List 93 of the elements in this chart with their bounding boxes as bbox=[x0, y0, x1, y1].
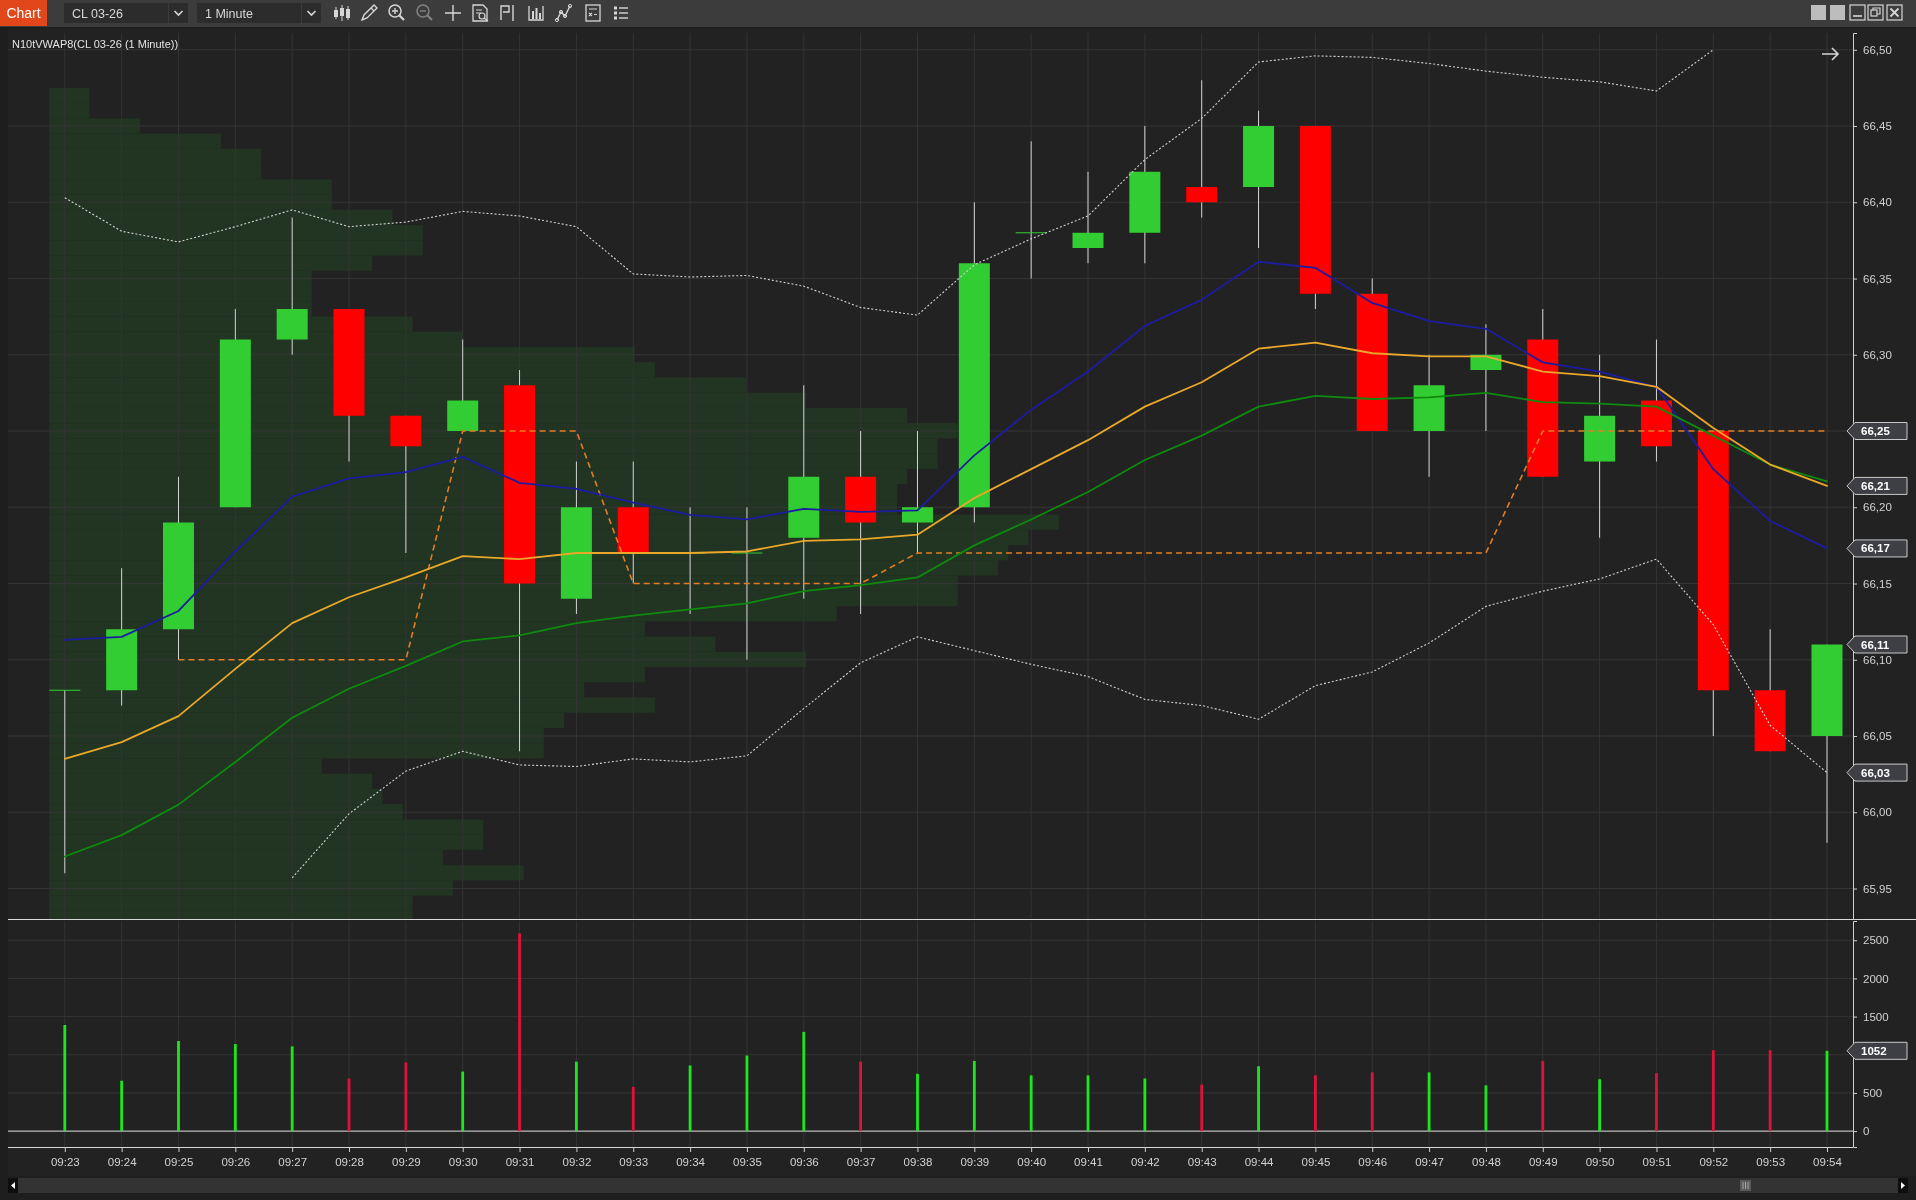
bar bbox=[63, 1024, 67, 1132]
candlestick bbox=[901, 430, 933, 554]
candlestick bbox=[49, 689, 81, 874]
bar bbox=[575, 1061, 578, 1132]
x-tick-label: 09:26 bbox=[221, 1156, 251, 1169]
y-tick-label: 66,00 bbox=[1863, 806, 1892, 819]
x-tick-label: 09:41 bbox=[1074, 1156, 1103, 1169]
bar bbox=[404, 1062, 408, 1132]
y-tick-label: 66,10 bbox=[1863, 653, 1892, 666]
line-series bbox=[63, 341, 1828, 760]
bar bbox=[859, 1061, 863, 1132]
y-tick-label: 2000 bbox=[1863, 972, 1889, 985]
x-tick-label: 09:47 bbox=[1415, 1156, 1444, 1169]
y-tick-label: 66,15 bbox=[1863, 577, 1892, 590]
x-tick-label: 09:46 bbox=[1358, 1156, 1388, 1169]
annotation: 1052 bbox=[1861, 1044, 1887, 1057]
line-series bbox=[291, 558, 1828, 879]
y-tick-label: 66,50 bbox=[1863, 43, 1892, 56]
bar bbox=[972, 1060, 976, 1132]
bar bbox=[461, 1071, 465, 1132]
x-tick-label: 09:34 bbox=[676, 1156, 706, 1169]
bar bbox=[1313, 1075, 1317, 1132]
y-tick-label: 66,30 bbox=[1863, 348, 1892, 361]
bar bbox=[1541, 1060, 1545, 1132]
candlestick bbox=[1186, 79, 1218, 219]
line-series bbox=[63, 391, 1828, 858]
y-tick-label: 65,95 bbox=[1863, 882, 1892, 895]
bar bbox=[177, 1041, 180, 1132]
y-tick-label: 66,05 bbox=[1863, 730, 1892, 743]
y-tick-label: 1500 bbox=[1863, 1010, 1889, 1023]
y-tick-label: 2500 bbox=[1863, 934, 1889, 947]
x-tick-label: 09:35 bbox=[733, 1156, 762, 1169]
x-tick-label: 09:45 bbox=[1301, 1156, 1331, 1169]
x-tick-label: 09:49 bbox=[1528, 1156, 1558, 1169]
line-series bbox=[64, 49, 1714, 316]
x-tick-label: 09:40 bbox=[1017, 1156, 1047, 1169]
bar bbox=[1029, 1075, 1033, 1132]
x-tick-label: 09:29 bbox=[391, 1156, 421, 1169]
y-tick-label: 66,40 bbox=[1863, 196, 1892, 209]
text: N10tVWAP8(CL 03-26 (1 Minute)) bbox=[12, 38, 179, 50]
x-tick-label: 09:42 bbox=[1130, 1156, 1160, 1169]
x-tick-label: 09:25 bbox=[164, 1156, 194, 1169]
x-tick-label: 09:53 bbox=[1756, 1156, 1786, 1169]
candlestick bbox=[1015, 140, 1047, 280]
x-tick-label: 09:23 bbox=[50, 1156, 80, 1169]
x-tick-label: 09:43 bbox=[1187, 1156, 1217, 1169]
y-tick-label: 66,20 bbox=[1863, 501, 1892, 514]
bar bbox=[802, 1031, 806, 1132]
line-series bbox=[63, 260, 1828, 641]
bar bbox=[290, 1046, 294, 1132]
bar bbox=[631, 1086, 635, 1132]
y-tick-label: 66,45 bbox=[1863, 120, 1892, 133]
annotation: 66,17 bbox=[1861, 542, 1890, 555]
x-tick-label: 09:32 bbox=[562, 1156, 592, 1169]
annotation: 66,03 bbox=[1861, 766, 1890, 779]
x-tick-label: 09:44 bbox=[1244, 1156, 1275, 1169]
annotation: 66,11 bbox=[1861, 638, 1890, 651]
x-tick-label: 09:27 bbox=[278, 1156, 308, 1169]
bar bbox=[1370, 1072, 1374, 1132]
x-tick-label: 09:52 bbox=[1699, 1156, 1729, 1169]
bar bbox=[518, 933, 521, 1132]
bar bbox=[1143, 1078, 1147, 1132]
x-tick-label: 09:36 bbox=[789, 1156, 819, 1169]
x-tick-label: 09:48 bbox=[1472, 1156, 1501, 1169]
bar bbox=[233, 1044, 237, 1132]
bar bbox=[1200, 1084, 1204, 1132]
x-tick-label: 09:39 bbox=[960, 1156, 990, 1169]
bar bbox=[1768, 1050, 1772, 1132]
x-tick-label: 09:28 bbox=[335, 1156, 364, 1169]
text: CL 03-26 bbox=[72, 7, 124, 21]
x-tick-label: 09:51 bbox=[1642, 1156, 1672, 1169]
y-tick-label: 500 bbox=[1863, 1087, 1883, 1100]
bar bbox=[1257, 1066, 1260, 1132]
annotation: 66,25 bbox=[1861, 425, 1891, 438]
bar bbox=[916, 1073, 919, 1132]
x-tick-label: 09:33 bbox=[619, 1156, 649, 1169]
text: Chart bbox=[6, 5, 41, 21]
annotation: 66,21 bbox=[1861, 479, 1891, 492]
y-tick-label: 0 bbox=[1863, 1125, 1870, 1138]
candlestick bbox=[731, 506, 763, 661]
x-tick-label: 09:50 bbox=[1585, 1156, 1615, 1169]
x-tick-label: 09:54 bbox=[1813, 1156, 1843, 1169]
bar bbox=[1655, 1073, 1658, 1132]
x-tick-label: 09:30 bbox=[448, 1156, 478, 1169]
text: 1 Minute bbox=[205, 7, 253, 21]
y-tick-label: 66,35 bbox=[1863, 272, 1892, 285]
bar bbox=[1711, 1050, 1715, 1132]
bar bbox=[1598, 1079, 1602, 1132]
x-tick-label: 09:31 bbox=[505, 1156, 535, 1169]
x-tick-label: 09:24 bbox=[107, 1156, 138, 1169]
x-tick-label: 09:38 bbox=[903, 1156, 933, 1169]
bar bbox=[120, 1080, 124, 1132]
x-tick-label: 09:37 bbox=[846, 1156, 876, 1169]
